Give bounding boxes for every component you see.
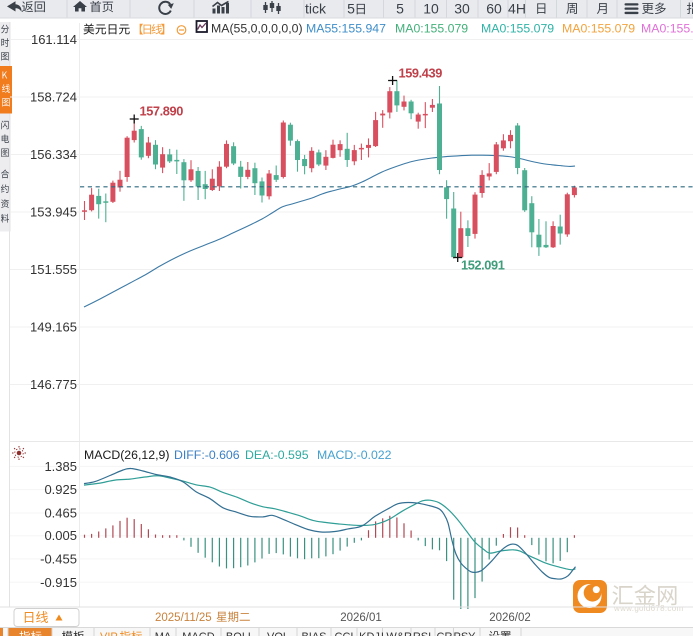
svg-text:2025/11/25: 2025/11/25	[155, 612, 212, 624]
svg-text:10: 10	[423, 1, 439, 17]
svg-text:KDJ: KDJ	[359, 631, 380, 636]
svg-text:2026/01: 2026/01	[340, 612, 382, 624]
svg-text:CR: CR	[437, 631, 453, 636]
svg-text:30: 30	[454, 1, 470, 17]
svg-text:MA0:155.079: MA0:155.079	[562, 22, 635, 36]
svg-text:tick: tick	[305, 1, 327, 17]
svg-text:VIP: VIP	[100, 631, 118, 636]
svg-text:0.465: 0.465	[44, 506, 77, 521]
svg-text:CCI: CCI	[335, 631, 354, 636]
svg-text:LW&R: LW&R	[381, 631, 412, 636]
svg-text:MACD: MACD	[182, 631, 214, 636]
svg-text:159.439: 159.439	[399, 66, 443, 81]
svg-text:MACD:-0.022: MACD:-0.022	[317, 448, 392, 462]
svg-text:146.775: 146.775	[30, 377, 77, 392]
svg-text:5: 5	[347, 1, 355, 17]
svg-text:PSY: PSY	[453, 631, 476, 636]
svg-text:MA0:155.079: MA0:155.079	[641, 22, 693, 36]
svg-text:-0.455: -0.455	[40, 551, 77, 566]
svg-text:DEA:-0.595: DEA:-0.595	[245, 448, 309, 462]
svg-text:151.555: 151.555	[30, 262, 77, 277]
svg-text:-0.915: -0.915	[40, 575, 77, 590]
svg-text:152.091: 152.091	[461, 258, 505, 273]
svg-text:DIFF:-0.606: DIFF:-0.606	[174, 448, 240, 462]
svg-text:157.890: 157.890	[140, 104, 184, 119]
svg-text:MA(55,0,0,0,0,0): MA(55,0,0,0,0,0)	[211, 22, 303, 36]
svg-text:MA0:155.079: MA0:155.079	[395, 22, 468, 36]
svg-text:0.925: 0.925	[44, 482, 77, 497]
svg-text:RSI: RSI	[413, 631, 431, 636]
svg-text:153.945: 153.945	[30, 205, 77, 220]
svg-text:MA55:155.947: MA55:155.947	[306, 22, 386, 36]
svg-text:161.114: 161.114	[31, 32, 77, 47]
svg-text:0.005: 0.005	[44, 528, 77, 543]
svg-text:www.gold678.com: www.gold678.com	[613, 604, 683, 613]
svg-text:MA0:155.079: MA0:155.079	[481, 22, 554, 36]
svg-text:BIAS: BIAS	[301, 631, 326, 636]
svg-text:MACD(26,12,9): MACD(26,12,9)	[84, 448, 169, 462]
svg-text:2026/02: 2026/02	[489, 612, 531, 624]
svg-text:158.724: 158.724	[30, 90, 77, 105]
svg-text:1.385: 1.385	[44, 459, 77, 474]
svg-text:149.165: 149.165	[30, 320, 77, 335]
svg-text:MA: MA	[155, 631, 172, 636]
svg-text:4H: 4H	[508, 1, 526, 17]
svg-text:BOLL: BOLL	[226, 631, 254, 636]
svg-text:60: 60	[486, 1, 502, 17]
svg-text:VOL: VOL	[267, 631, 289, 636]
svg-text:156.334: 156.334	[30, 147, 77, 162]
svg-text:5: 5	[396, 1, 404, 17]
